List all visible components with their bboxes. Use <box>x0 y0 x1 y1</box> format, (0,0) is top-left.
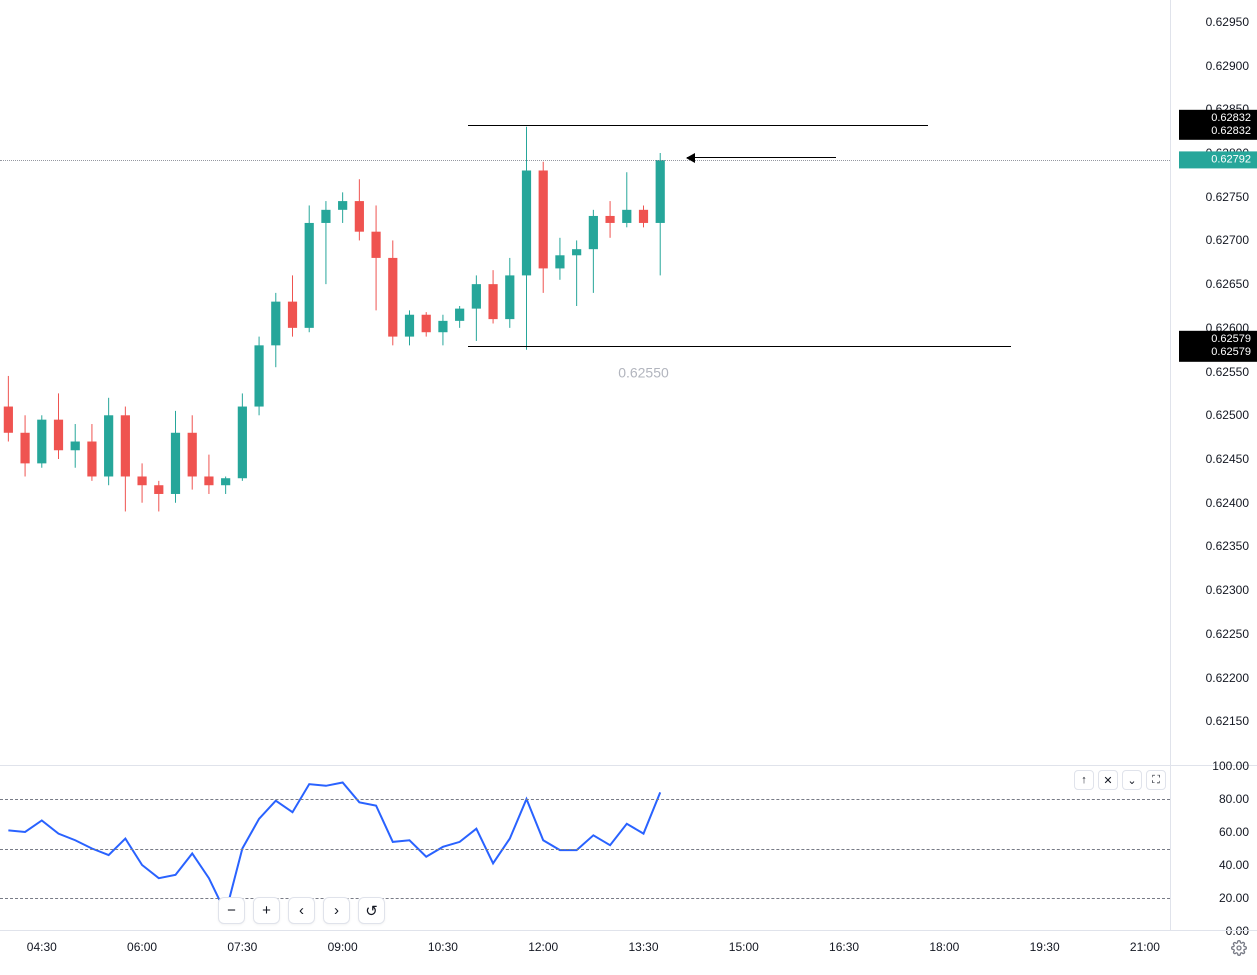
rsi-pane-controls: ↑ ✕ ⌄ ⛶ <box>1074 770 1166 790</box>
time-x-axis[interactable]: 04:30 06:00 07:30 09:00 10:30 12:00 13:30 15:00… <box>0 930 1257 975</box>
x-tick-label: 09:00 <box>328 940 358 954</box>
svg-text:0.62550: 0.62550 <box>618 365 669 381</box>
x-tick-label: 07:30 <box>227 940 257 954</box>
y-tick-label: 0.62350 <box>1206 539 1249 553</box>
rsi-tick-label: 20.00 <box>1219 891 1249 905</box>
pane-maximize-button[interactable]: ⛶ <box>1146 770 1166 790</box>
y-tick-label: 0.62750 <box>1206 190 1249 204</box>
price-marker-label: 0.628320.62832 <box>1179 110 1257 140</box>
y-tick-label: 0.62500 <box>1206 408 1249 422</box>
x-tick-label: 10:30 <box>428 940 458 954</box>
scroll-right-button[interactable]: › <box>323 897 350 924</box>
price-marker-label: 0.625790.62579 <box>1179 331 1257 361</box>
x-tick-label: 19:30 <box>1030 940 1060 954</box>
y-tick-label: 0.62400 <box>1206 496 1249 510</box>
x-tick-label: 04:30 <box>27 940 57 954</box>
rsi-y-axis[interactable]: 0.0020.0040.0060.0080.00100.00 <box>1170 765 1257 930</box>
pane-move-up-button[interactable]: ↑ <box>1074 770 1094 790</box>
y-tick-label: 0.62450 <box>1206 452 1249 466</box>
zoom-in-button[interactable]: + <box>253 897 280 924</box>
pane-close-button[interactable]: ✕ <box>1098 770 1118 790</box>
rsi-tick-label: 80.00 <box>1219 792 1249 806</box>
price-chart-pane[interactable]: 0.62550 <box>0 0 1170 765</box>
y-tick-label: 0.62900 <box>1206 59 1249 73</box>
x-tick-label: 12:00 <box>528 940 558 954</box>
y-tick-label: 0.62700 <box>1206 233 1249 247</box>
rsi-tick-label: 40.00 <box>1219 858 1249 872</box>
y-tick-label: 0.62200 <box>1206 671 1249 685</box>
x-tick-label: 21:00 <box>1130 940 1160 954</box>
zoom-out-button[interactable]: − <box>218 897 245 924</box>
x-tick-label: 13:30 <box>628 940 658 954</box>
rsi-tick-label: 100.00 <box>1212 759 1249 773</box>
x-tick-label: 15:00 <box>729 940 759 954</box>
current-price-label: 0.62792 <box>1179 151 1257 168</box>
y-tick-label: 0.62250 <box>1206 627 1249 641</box>
scroll-left-button[interactable]: ‹ <box>288 897 315 924</box>
y-tick-label: 0.62950 <box>1206 15 1249 29</box>
reset-chart-button[interactable]: ↺ <box>358 897 385 924</box>
y-tick-label: 0.62150 <box>1206 714 1249 728</box>
chart-settings-gear-icon[interactable] <box>1231 940 1247 961</box>
x-tick-label: 06:00 <box>127 940 157 954</box>
x-tick-label: 18:00 <box>929 940 959 954</box>
y-tick-label: 0.62650 <box>1206 277 1249 291</box>
y-tick-label: 0.62300 <box>1206 583 1249 597</box>
rsi-indicator-pane[interactable] <box>0 765 1170 930</box>
price-y-axis[interactable]: 0.62150 0.62200 0.62250 0.62300 0.62350 0.624… <box>1170 0 1257 765</box>
chart-nav-toolbar: − + ‹ › ↺ <box>218 897 385 924</box>
x-tick-label: 16:30 <box>829 940 859 954</box>
candlestick-chart: 0.62550 <box>0 0 1170 765</box>
pane-collapse-button[interactable]: ⌄ <box>1122 770 1142 790</box>
rsi-tick-label: 60.00 <box>1219 825 1249 839</box>
y-tick-label: 0.62550 <box>1206 365 1249 379</box>
